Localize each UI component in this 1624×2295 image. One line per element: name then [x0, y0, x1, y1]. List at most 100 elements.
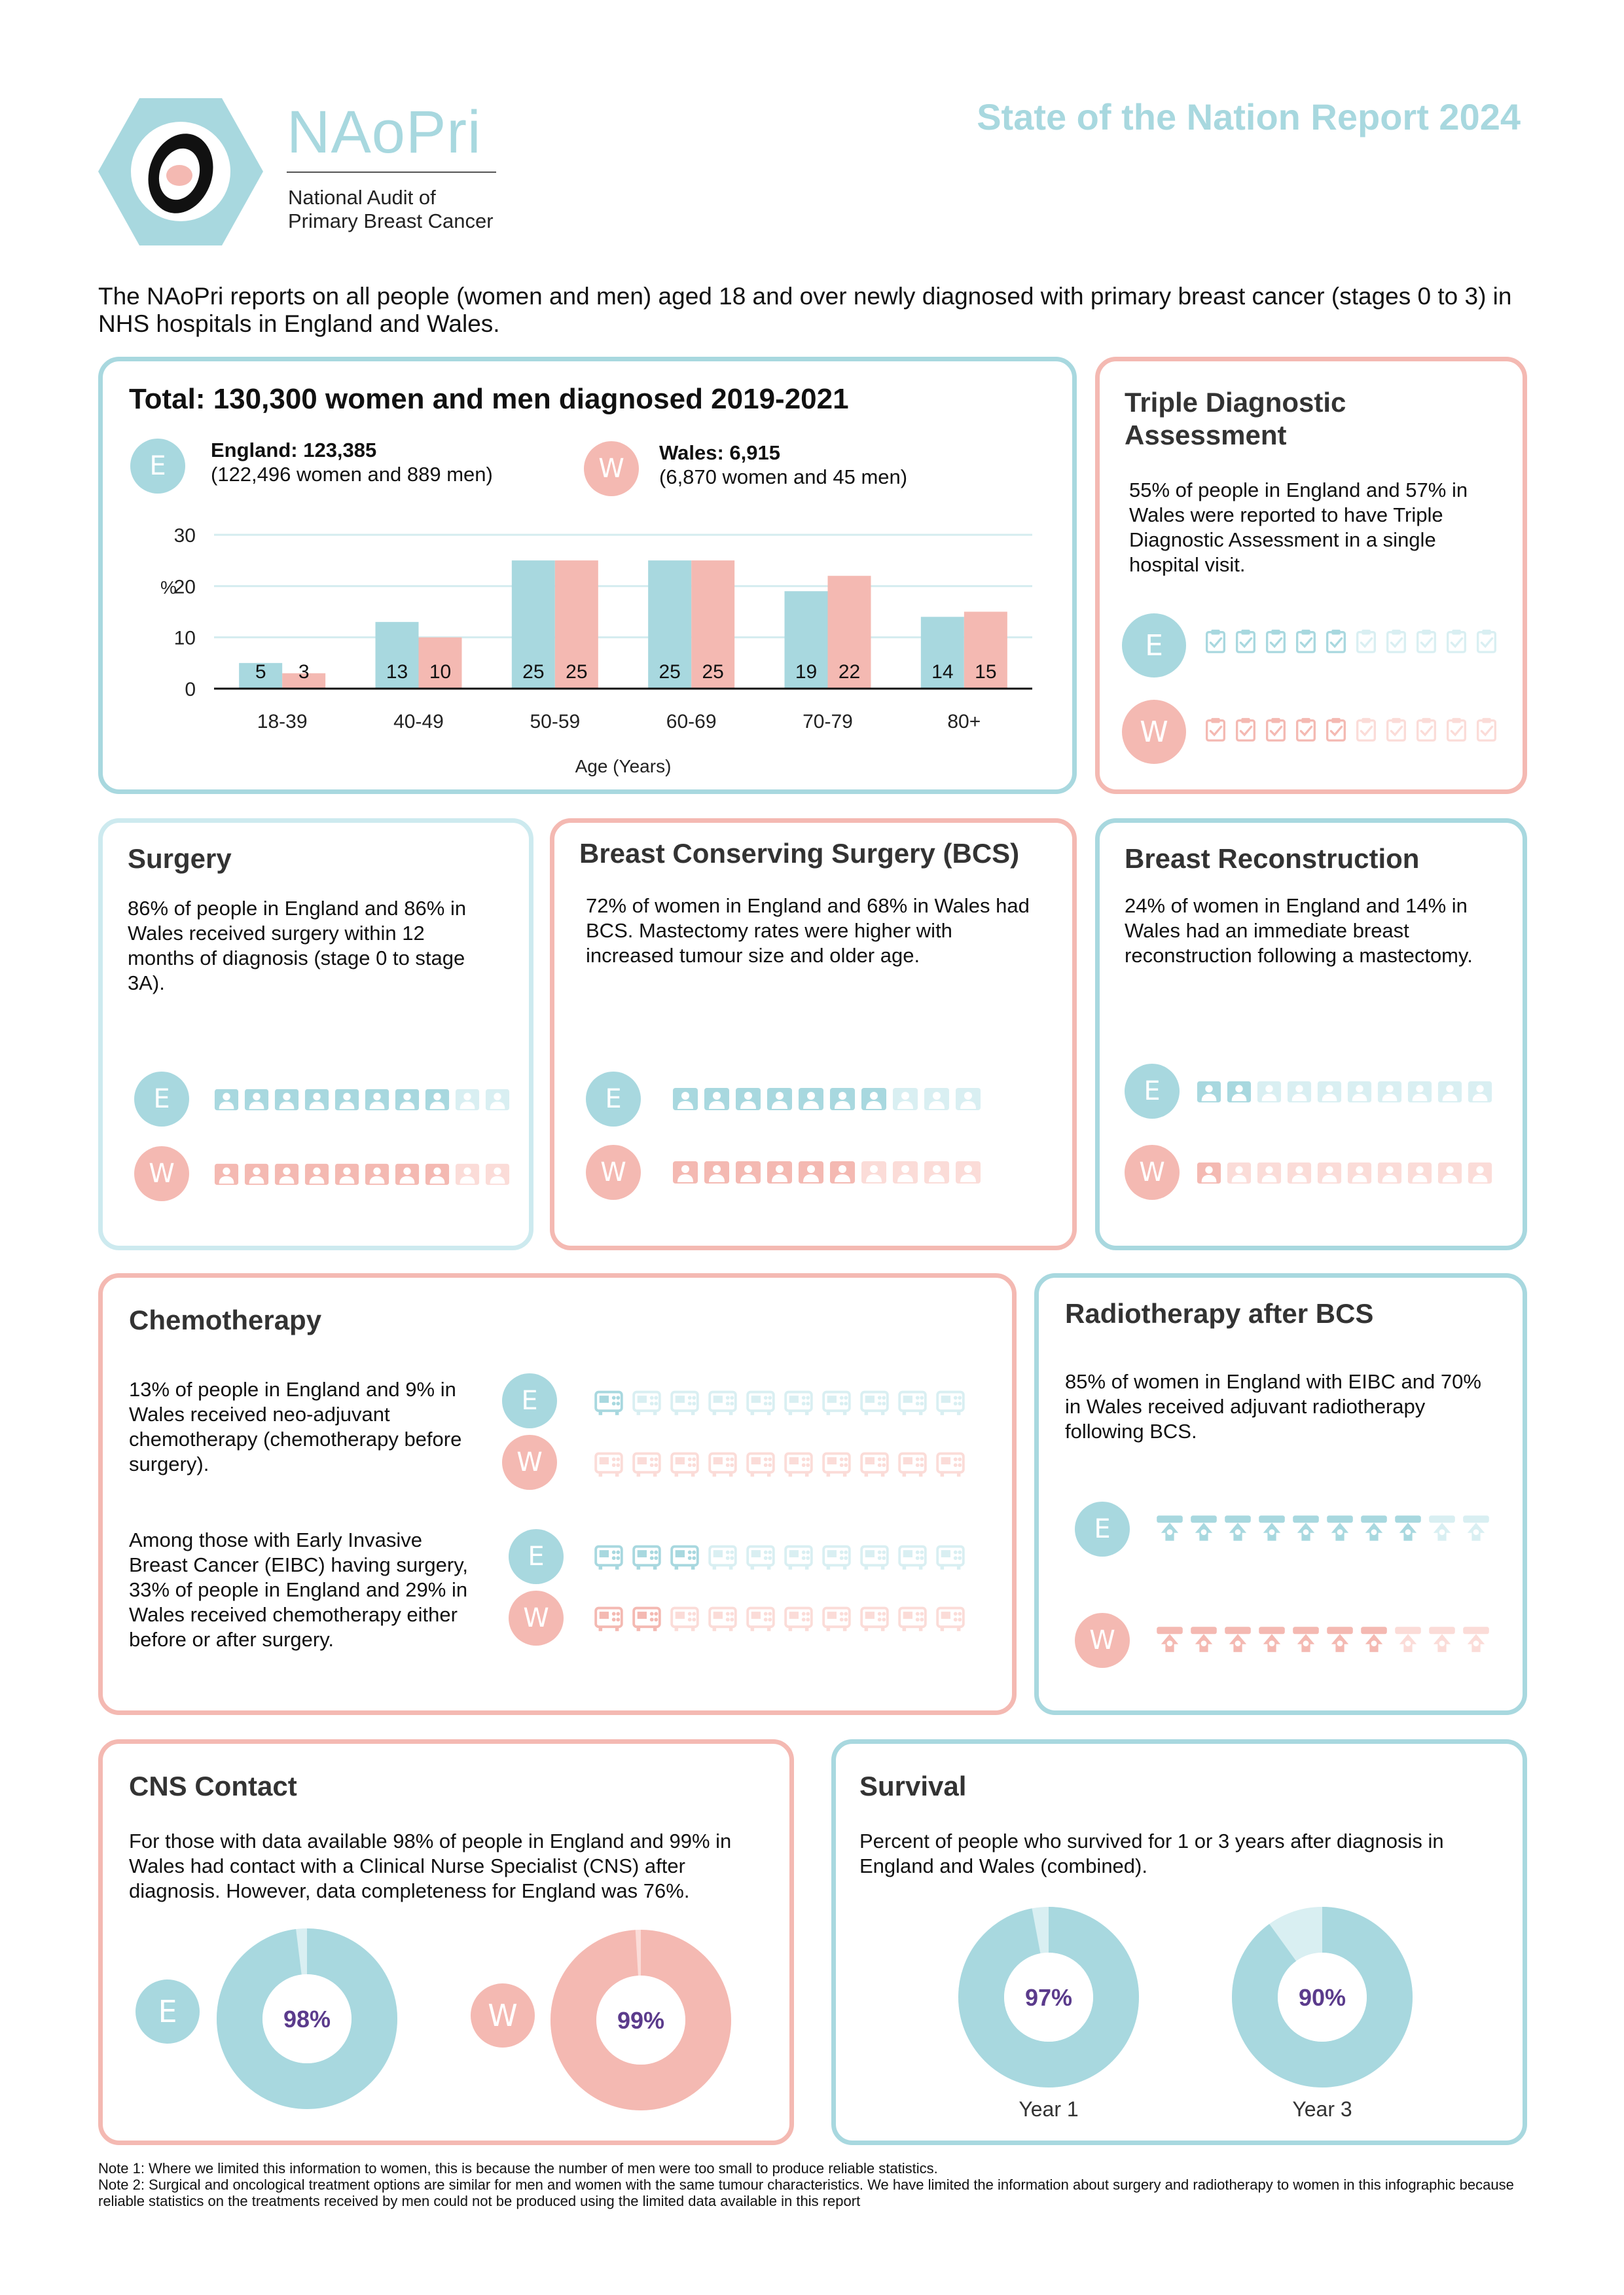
infusion-pump-icon: [822, 1452, 851, 1477]
wales-total-detail: (6,870 women and 45 men): [659, 465, 908, 488]
radiation-machine-icon: [1361, 1515, 1387, 1541]
bar-value-label: 25: [566, 661, 587, 683]
radiation-machine-icon: [1259, 1627, 1285, 1652]
y-tick-label: 30: [174, 525, 196, 547]
clipboard-check-icon: [1326, 629, 1346, 653]
person-icon: [244, 1089, 269, 1111]
survival-year3-value: 90%: [1298, 1984, 1346, 2011]
person-icon: [1437, 1162, 1462, 1184]
survival-card: Survival Percent of people who survived …: [831, 1739, 1527, 2145]
cns-wales-badge: W: [471, 1983, 535, 2048]
tda-text: 55% of people in England and 57% in Wale…: [1129, 479, 1468, 576]
radiation-machine-icon: [1395, 1627, 1421, 1652]
person-icon: [893, 1088, 918, 1110]
recon-wales-badge: W: [1125, 1145, 1180, 1200]
infusion-pump-icon: [632, 1606, 661, 1631]
infusion-pump-icon: [708, 1606, 737, 1631]
recon-wales-icons: [1197, 1161, 1492, 1185]
bar-value-label: 22: [839, 661, 860, 683]
donut-hole: [262, 1974, 352, 2063]
person-icon: [1287, 1162, 1312, 1184]
person-icon: [485, 1163, 510, 1185]
infusion-pump-icon: [860, 1390, 889, 1415]
person-icon: [1197, 1081, 1221, 1103]
radiation-machine-icon: [1327, 1515, 1353, 1541]
survival-year3-caption: Year 3: [1292, 2097, 1352, 2121]
person-icon: [1227, 1081, 1252, 1103]
person-icon: [893, 1161, 918, 1184]
chemo-text-2: Among those with Early Invasive Breast C…: [129, 1528, 469, 1651]
person-icon: [704, 1088, 729, 1110]
radio-england-badge: E: [1075, 1502, 1130, 1557]
bcs-card: Breast Conserving Surgery (BCS) 72% of w…: [550, 818, 1077, 1250]
bcs-title: Breast Conserving Surgery (BCS): [579, 838, 1020, 869]
person-icon: [924, 1161, 949, 1184]
clipboard-check-icon: [1386, 717, 1406, 742]
chemo-neo-wales-badge: W: [502, 1435, 557, 1490]
infusion-pump-icon: [898, 1452, 927, 1477]
logo-wordmark: NAoPri: [287, 99, 482, 166]
infusion-pump-icon: [670, 1452, 699, 1477]
bar-value-label: 14: [931, 661, 953, 683]
infusion-pump-icon: [860, 1606, 889, 1631]
person-icon: [365, 1089, 389, 1111]
reconstruction-card: Breast Reconstruction 24% of women in En…: [1095, 818, 1527, 1250]
x-tick-label: 50-59: [530, 711, 580, 732]
person-icon: [956, 1161, 981, 1184]
clipboard-check-icon: [1206, 629, 1225, 653]
clipboard-check-icon: [1326, 717, 1346, 742]
intro-text: The NAoPri reports on all people (women …: [98, 283, 1512, 337]
infusion-pump-icon: [784, 1545, 813, 1570]
cns-england-badge: E: [135, 1979, 200, 2044]
clipboard-check-icon: [1386, 629, 1406, 653]
person-icon: [1437, 1081, 1462, 1103]
infusion-pump-icon: [594, 1390, 623, 1415]
infusion-pump-icon: [746, 1545, 775, 1570]
infusion-pump-icon: [594, 1606, 623, 1631]
logo-subtitle-2: Primary Breast Cancer: [288, 209, 494, 232]
person-icon: [1287, 1081, 1312, 1103]
person-icon: [1377, 1162, 1402, 1184]
infusion-pump-icon: [670, 1390, 699, 1415]
clipboard-check-icon: [1447, 629, 1466, 653]
infusion-pump-icon: [632, 1390, 661, 1415]
infusion-pump-icon: [784, 1390, 813, 1415]
chemo-neo-wales-icons: [592, 1449, 967, 1478]
radiation-machine-icon: [1157, 1627, 1183, 1652]
bcs-wales-icons: [672, 1159, 981, 1185]
person-icon: [244, 1163, 269, 1185]
bar-england: [784, 591, 828, 689]
bcs-england-icons: [672, 1086, 981, 1112]
surgery-card: Surgery 86% of people in England and 86%…: [98, 818, 533, 1250]
clipboard-check-icon: [1206, 717, 1225, 742]
chemo-neo-england-icons: [592, 1388, 967, 1417]
person-icon: [425, 1089, 450, 1111]
infusion-pump-icon: [822, 1606, 851, 1631]
clipboard-check-icon: [1236, 717, 1255, 742]
england-total-detail: (122,496 women and 889 men): [211, 463, 493, 486]
x-tick-label: 80+: [947, 711, 981, 732]
radiation-machine-icon: [1463, 1627, 1489, 1652]
chemotherapy-card: Chemotherapy 13% of people in England an…: [98, 1273, 1017, 1715]
chemo-text-1: 13% of people in England and 9% in Wales…: [129, 1378, 462, 1475]
person-icon: [425, 1163, 450, 1185]
radio-england-icons: [1155, 1513, 1490, 1542]
age-distribution-chart: 0 10 20 30% 5 3 18-39 13 10 40-49 25 25 50-59 25 25 60-…: [160, 525, 1032, 776]
survival-year3-donut: [1232, 1907, 1413, 2087]
survival-year1-donut: [958, 1907, 1139, 2087]
bcs-text: 72% of women in England and 68% in Wales…: [586, 894, 1030, 967]
total-title: Total: 130,300 women and men diagnosed 2…: [129, 383, 849, 415]
bar-value-label: 25: [522, 661, 544, 683]
infusion-pump-icon: [746, 1606, 775, 1631]
donut-hole: [1004, 1953, 1093, 2042]
radiation-machine-icon: [1293, 1627, 1319, 1652]
bar-wales: [282, 673, 326, 689]
clipboard-check-icon: [1266, 629, 1286, 653]
cns-england-donut: [217, 1928, 397, 2109]
infusion-pump-icon: [936, 1390, 965, 1415]
clipboard-check-icon: [1416, 629, 1436, 653]
infusion-pump-icon: [936, 1545, 965, 1570]
bcs-england-badge: E: [586, 1072, 641, 1127]
recon-title: Breast Reconstruction: [1125, 843, 1420, 874]
person-icon: [395, 1089, 420, 1111]
